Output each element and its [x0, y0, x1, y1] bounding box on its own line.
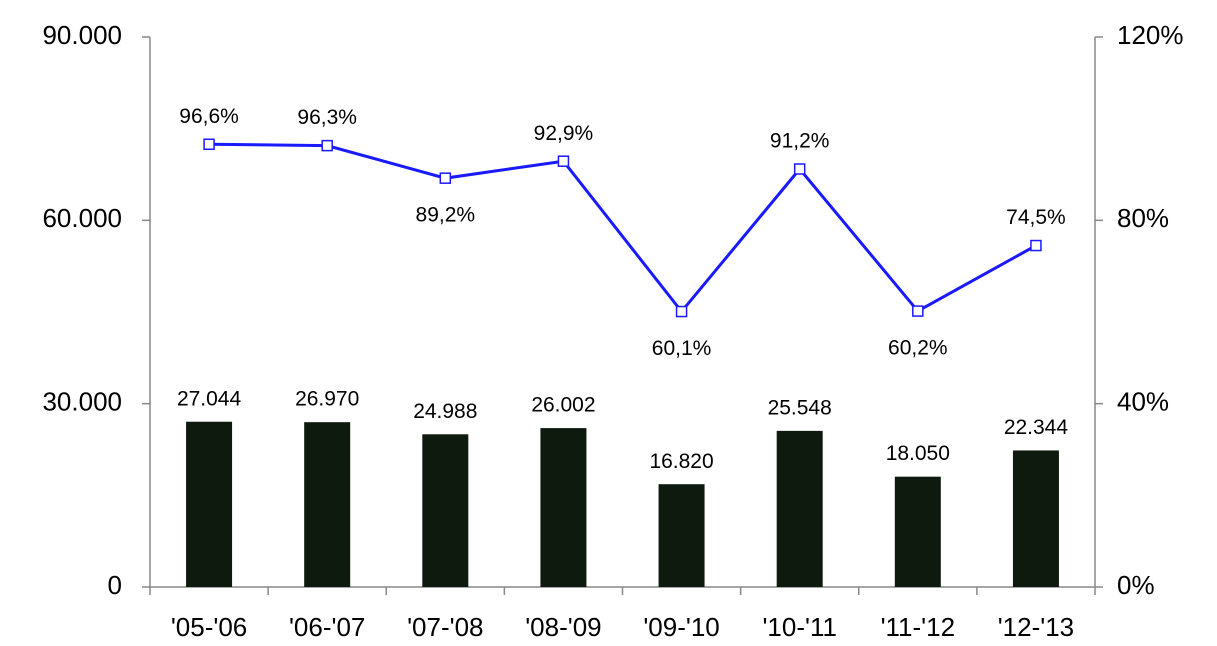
bar — [894, 476, 941, 587]
line-value-label: 60,1% — [652, 337, 712, 360]
y2-tick-label: 120% — [1117, 20, 1184, 50]
y-tick-label: 30.000 — [42, 387, 122, 417]
x-tick-label: '09-'10 — [643, 612, 719, 641]
line-value-label: 89,2% — [416, 204, 476, 227]
x-tick-label: '05-'06 — [171, 612, 247, 641]
bar-value-label: 18.050 — [886, 442, 950, 465]
line-value-label: 92,9% — [534, 122, 594, 145]
bar-value-label: 25.548 — [768, 396, 832, 419]
line-value-label: 96,3% — [297, 106, 357, 129]
bar — [658, 484, 705, 587]
line-marker — [793, 163, 806, 175]
y2-tick-label: 0% — [1117, 570, 1155, 600]
bar-value-label: 16.820 — [649, 450, 713, 473]
bar-value-label: 26.002 — [531, 394, 595, 417]
x-tick-label: '08-'09 — [525, 612, 601, 641]
line-marker — [1030, 239, 1042, 252]
y-tick-label: 0 — [108, 570, 122, 600]
bar — [304, 422, 351, 587]
y2-tick-label: 80% — [1117, 203, 1169, 233]
bar — [1012, 450, 1059, 587]
x-tick-label: '10-'11 — [762, 612, 837, 641]
x-tick-label: '11-'12 — [881, 612, 956, 641]
x-tick-label: '07-'08 — [407, 612, 483, 641]
bar-value-label: 26.970 — [295, 388, 359, 411]
line-marker — [557, 155, 570, 167]
line-marker — [912, 305, 924, 317]
line-marker — [321, 139, 333, 152]
bar-value-label: 24.988 — [413, 400, 477, 423]
line-marker — [439, 172, 452, 184]
line-marker — [203, 138, 215, 150]
line — [209, 142, 1037, 314]
line-value-label: 74,5% — [1006, 206, 1066, 229]
x-tick-label: '06-'07 — [289, 612, 365, 641]
y2-tick-label: 40% — [1117, 387, 1169, 417]
y-tick-label: 90.000 — [42, 20, 122, 50]
bar-value-label: 22.344 — [1004, 416, 1069, 439]
bar — [776, 430, 823, 587]
bar — [540, 428, 587, 587]
bar — [186, 421, 233, 587]
line-value-label: 60,2% — [888, 337, 948, 360]
bar-value-label: 27.044 — [177, 387, 242, 410]
bar — [422, 434, 469, 587]
y-tick-label: 60.000 — [42, 203, 122, 233]
x-tick-label: '12-'13 — [998, 612, 1074, 641]
line-value-label: 91,2% — [770, 130, 830, 153]
line-value-label: 96,6% — [179, 105, 239, 128]
line-marker — [675, 305, 688, 318]
